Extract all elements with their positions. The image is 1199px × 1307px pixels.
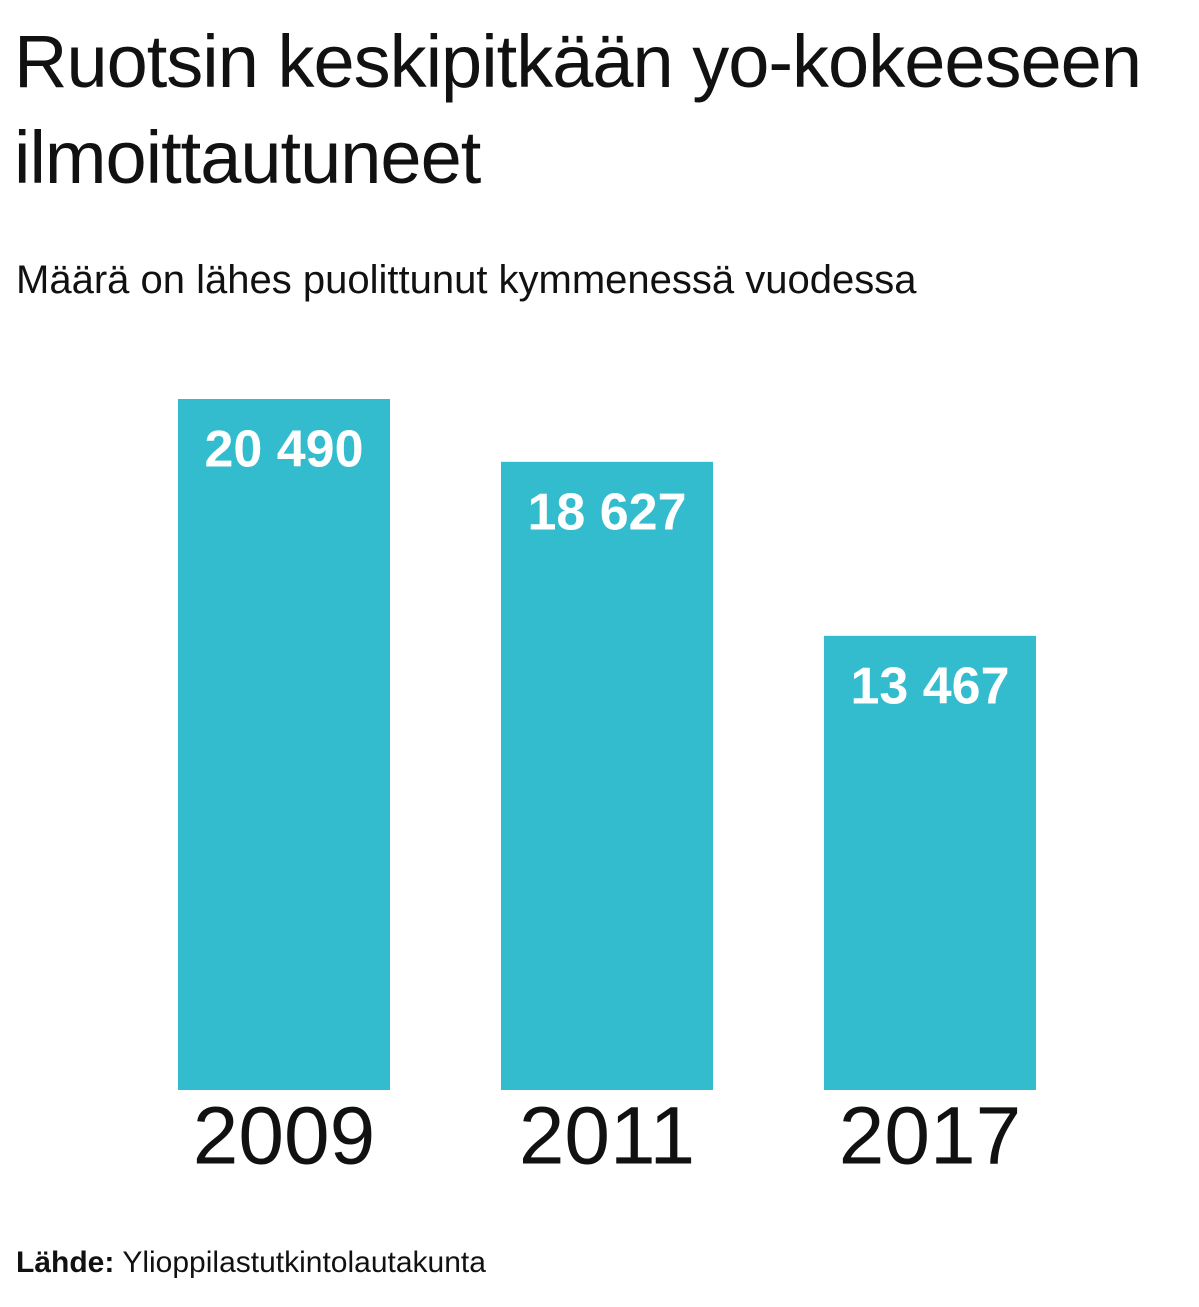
source: Lähde: Ylioppilastutkintolautakunta bbox=[16, 1246, 486, 1280]
x-tick-label: 2017 bbox=[839, 1091, 1021, 1182]
bar bbox=[824, 635, 1036, 1090]
chart-subtitle: Määrä on lähes puolittunut kymmenessä vu… bbox=[16, 258, 917, 302]
chart: 20 490 2009 18 627 2011 13 467 2017 bbox=[178, 399, 1036, 1182]
source-text: Ylioppilastutkintolautakunta bbox=[122, 1246, 486, 1279]
source-label: Lähde: bbox=[16, 1246, 115, 1279]
chart-title: Ruotsin keskipitkään yo-kokeeseen ilmoit… bbox=[14, 20, 1142, 199]
value-label: 18 627 bbox=[527, 484, 686, 542]
value-label: 20 490 bbox=[204, 421, 363, 479]
x-tick-label: 2011 bbox=[519, 1091, 695, 1182]
x-tick-label: 2009 bbox=[193, 1091, 375, 1182]
value-label: 13 467 bbox=[850, 658, 1009, 716]
bar bbox=[501, 461, 713, 1090]
bar bbox=[178, 399, 390, 1090]
